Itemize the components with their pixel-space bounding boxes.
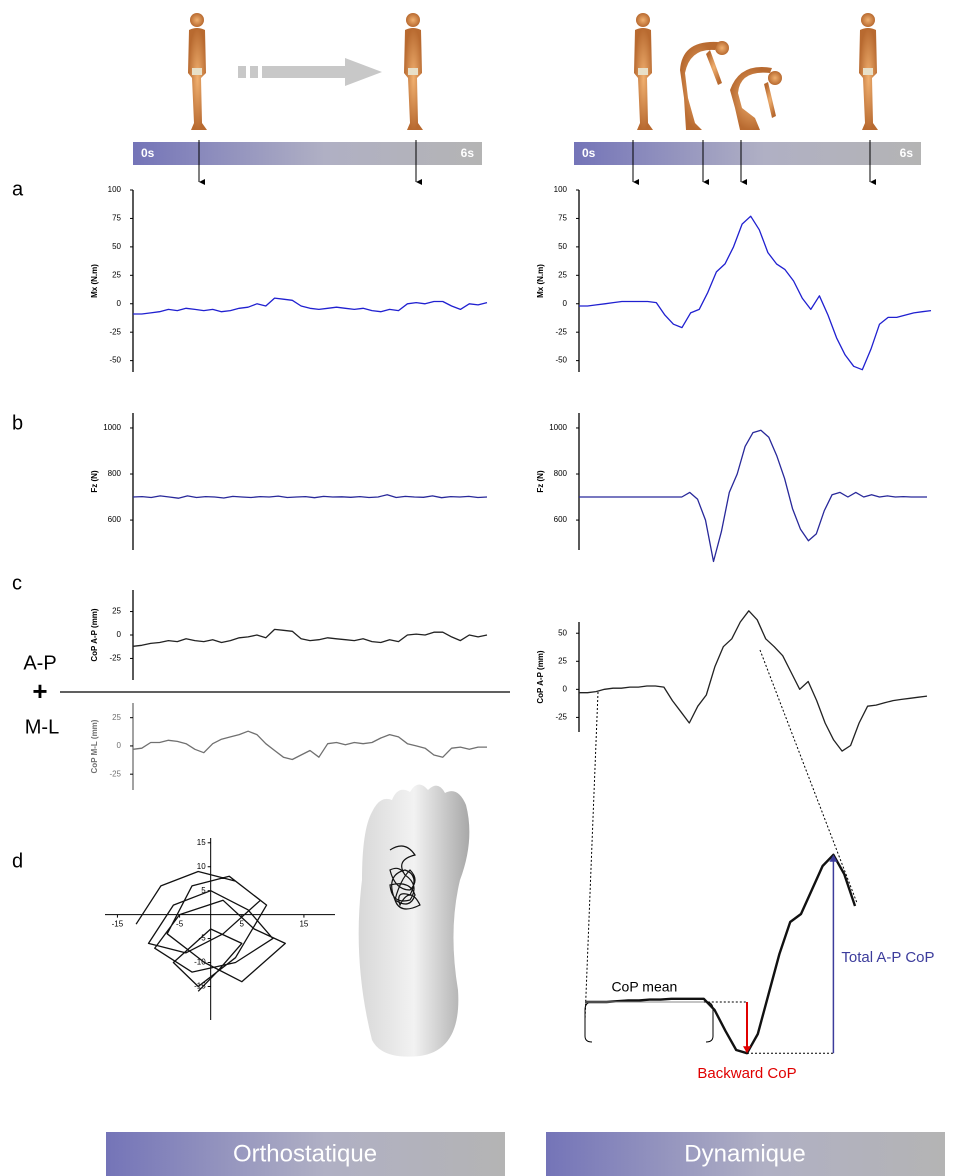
y-axis-label: Fz (N) xyxy=(536,470,545,493)
y-tick-label: 25 xyxy=(112,270,121,279)
mean-bracket xyxy=(584,1001,714,1043)
y-tick-label: 25 xyxy=(112,713,121,722)
y-tick-label: -25 xyxy=(109,327,121,336)
time-bar xyxy=(574,142,921,165)
time-start: 0s xyxy=(582,146,596,160)
x-tick-label: -15 xyxy=(112,920,124,929)
y-tick-label: 25 xyxy=(558,270,567,279)
panel-label: a xyxy=(12,178,24,200)
y-tick-label: 25 xyxy=(112,607,121,616)
condition-label: Orthostatique xyxy=(233,1140,377,1167)
y-tick-label: 50 xyxy=(558,242,567,251)
x-tick-label: 15 xyxy=(299,920,308,929)
y-tick-label: -25 xyxy=(555,713,567,722)
data-line xyxy=(579,610,928,752)
annotation: CoP mean xyxy=(611,979,677,995)
y-tick-label: -50 xyxy=(109,356,121,365)
y-axis-label: CoP A-P (mm) xyxy=(90,608,99,662)
arrow-head xyxy=(743,1046,751,1054)
y-tick-label: 0 xyxy=(117,741,122,750)
y-tick-label: -15 xyxy=(194,982,206,991)
y-axis-label: CoP A-P (mm) xyxy=(536,650,545,704)
y-tick-label: 600 xyxy=(108,515,122,524)
x-tick-label: 5 xyxy=(240,920,245,929)
panel-label: c xyxy=(12,572,22,594)
y-axis-label: CoP M-L (mm) xyxy=(90,719,99,773)
data-line xyxy=(585,853,857,1055)
data-line xyxy=(579,215,932,371)
y-tick-label: 100 xyxy=(554,185,568,194)
data-line xyxy=(135,870,286,992)
y-tick-label: 15 xyxy=(197,838,206,847)
panel-label: d xyxy=(12,850,23,872)
data-line xyxy=(132,628,488,647)
x-tick-label: -5 xyxy=(176,920,184,929)
arrow-dash xyxy=(250,66,258,78)
y-axis-label: Mx (N.m) xyxy=(90,264,99,298)
y-tick-label: -10 xyxy=(194,958,206,967)
y-tick-label: 50 xyxy=(558,628,567,637)
figure-bending xyxy=(680,41,729,130)
data-line xyxy=(579,429,927,563)
y-tick-label: 0 xyxy=(563,684,568,693)
time-bar xyxy=(133,142,482,165)
time-end: 6s xyxy=(900,146,914,160)
y-tick-label: 1000 xyxy=(549,423,567,432)
figure-standing xyxy=(188,13,207,130)
y-tick-label: 75 xyxy=(558,214,567,223)
ap-label: A-P xyxy=(23,652,56,674)
gray-arrow xyxy=(262,58,382,86)
ml-label: M-L xyxy=(25,716,59,738)
foot xyxy=(358,784,470,1057)
y-tick-label: 0 xyxy=(563,299,568,308)
annotation: Total A-P CoP xyxy=(841,949,934,966)
y-tick-label: 0 xyxy=(117,299,122,308)
figure-crouching xyxy=(730,66,782,130)
y-tick-label: 0 xyxy=(117,630,122,639)
y-tick-label: -25 xyxy=(109,769,121,778)
arrow-dash xyxy=(238,66,246,78)
figure-standing xyxy=(404,13,423,130)
foot-trajectory xyxy=(389,845,421,910)
arrow-head xyxy=(829,854,838,862)
condition-banner xyxy=(546,1132,945,1176)
y-tick-label: -5 xyxy=(199,934,207,943)
event-arrows xyxy=(198,140,876,185)
y-tick-label: 10 xyxy=(197,862,206,871)
y-tick-label: 5 xyxy=(201,886,206,895)
y-tick-label: 800 xyxy=(108,469,122,478)
y-axis-label: Fz (N) xyxy=(90,470,99,493)
y-tick-label: 100 xyxy=(108,185,122,194)
y-tick-label: 50 xyxy=(112,242,121,251)
zoom-guide xyxy=(759,649,858,904)
time-start: 0s xyxy=(141,146,155,160)
figure-standing xyxy=(634,13,653,130)
zoom-guide xyxy=(584,691,599,1021)
condition-label: Dynamique xyxy=(684,1140,805,1167)
y-tick-label: 25 xyxy=(558,656,567,665)
panel-label: b xyxy=(12,412,23,434)
y-tick-label: -25 xyxy=(109,654,121,663)
y-tick-label: -50 xyxy=(555,356,567,365)
y-tick-label: 800 xyxy=(554,469,568,478)
plus: + xyxy=(32,676,47,706)
annotation: Backward CoP xyxy=(697,1065,796,1082)
data-line xyxy=(133,297,488,315)
time-end: 6s xyxy=(461,146,475,160)
y-tick-label: 1000 xyxy=(103,423,121,432)
y-tick-label: 75 xyxy=(112,214,121,223)
condition-banner xyxy=(106,1132,505,1176)
data-line xyxy=(132,730,487,761)
figure-standing xyxy=(859,13,878,130)
y-axis-label: Mx (N.m) xyxy=(536,264,545,298)
data-line xyxy=(132,494,488,499)
y-tick-label: -25 xyxy=(555,327,567,336)
y-tick-label: 600 xyxy=(554,515,568,524)
